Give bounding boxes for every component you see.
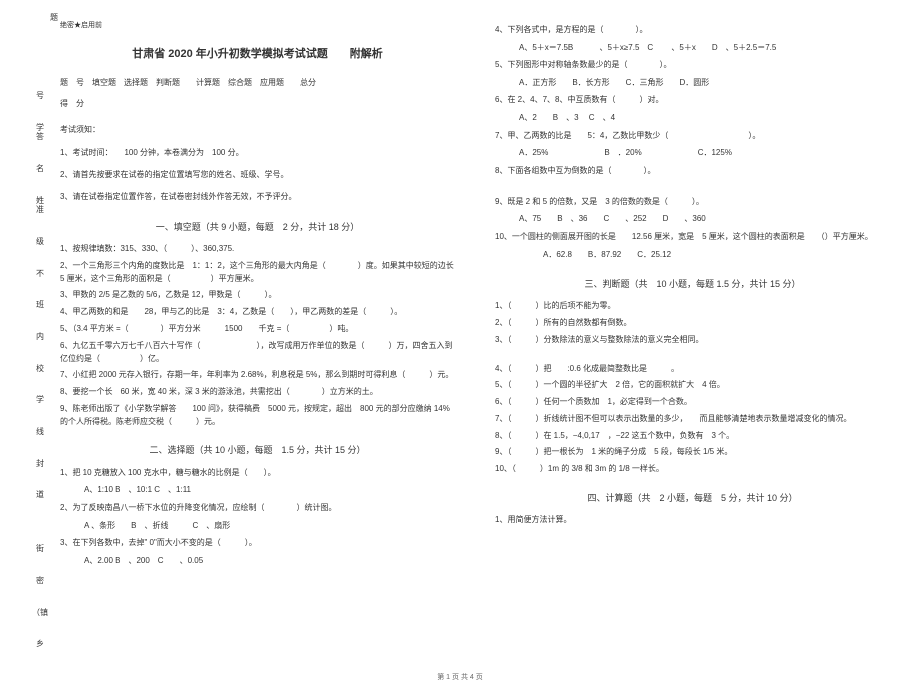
vertical-binding-labels: 号 学 答 名 姓 准 级 不 班 内 校 学 线 封 道 街 密 （镇 乡 xyxy=(30,20,50,660)
vlabel: 名 xyxy=(36,164,44,174)
choice-opts: A、2.00 B 、200 C 、0.05 xyxy=(60,554,455,568)
vlabel: （镇 xyxy=(32,608,48,618)
score-header: 题 号 填空题 选择题 判断题 计算题 综合题 应用题 总分 xyxy=(60,76,455,90)
choice-opts: A、75 B 、36 C 、252 D 、360 xyxy=(495,212,890,226)
choice-q: 6、在 2、4、7、8、中互质数有（ ）对。 xyxy=(495,94,890,107)
right-column: 4、下列各式中，是方程的是（ ）。 A、5＋x＝7.5B 、5＋x≥7.5 C … xyxy=(495,20,890,660)
choice-opts: A、2 B 、3 C 、4 xyxy=(495,111,890,125)
vlabel: 不 xyxy=(36,269,44,279)
choice-q: 5、下列图形中对称轴条数最少的是（ ）。 xyxy=(495,59,890,72)
fill-q: 4、甲乙两数的和是 28，甲与乙的比是 3：4，乙数是（ ），甲乙两数的差是（ … xyxy=(60,306,455,319)
section-2-title: 二、选择题（共 10 小题，每题 1.5 分，共计 15 分） xyxy=(60,442,455,458)
judge-q: 9、（ ）把一根长为 1 米的绳子分成 5 段，每段长 1/5 米。 xyxy=(495,446,890,459)
content: 绝密★启用前 甘肃省 2020 年小升初数学模拟考试试题 附解析 题 号 填空题… xyxy=(50,20,890,660)
judge-q: 7、（ ）折线统计图不但可以表示出数量的多少， 而且能够清楚地表示数量增减变化的… xyxy=(495,413,890,426)
choice-q: 3、在下列各数中，去掉" 0"而大小不变的是（ ）。 xyxy=(60,537,455,550)
choice-q: 4、下列各式中，是方程的是（ ）。 xyxy=(495,24,890,37)
vlabel: 班 xyxy=(36,300,44,310)
notice-item: 3、请在试卷指定位置作答，在试卷密封线外作答无效，不予评分。 xyxy=(60,190,455,204)
fill-q: 6、九亿五千零六万七千八百六十写作（ ），改写成用万作单位的数是（ ）万，四舍五… xyxy=(60,340,455,366)
notice-item: 2、请首先按要求在试卷的指定位置填写您的姓名、班级、学号。 xyxy=(60,168,455,182)
notice-title: 考试须知： xyxy=(60,123,455,137)
judge-q: 3、（ ）分数除法的意义与整数除法的意义完全相同。 xyxy=(495,334,890,347)
vlabel: 学 答 xyxy=(30,123,50,142)
judge-q: 10、（ ）1m 的 3/8 和 3m 的 1/8 一样长。 xyxy=(495,463,890,476)
spacer xyxy=(495,182,890,192)
judge-q: 5、（ ）一个圆的半径扩大 2 倍，它的面积就扩大 4 倍。 xyxy=(495,379,890,392)
choice-q: 8、下面各组数中互为倒数的是（ ）。 xyxy=(495,165,890,178)
fill-q: 7、小红把 2000 元存入银行，存期一年，年利率为 2.68%，利息税是 5%… xyxy=(60,369,455,382)
vlabel: 号 xyxy=(36,91,44,101)
choice-opts: A．正方形 B．长方形 C．三角形 D．圆形 xyxy=(495,76,890,90)
vlabel: 姓 准 xyxy=(30,196,50,215)
choice-opts: A 、条形 B 、折线 C 、扇形 xyxy=(60,519,455,533)
judge-q: 1、（ ）比的后项不能为零。 xyxy=(495,300,890,313)
vlabel: 乡 xyxy=(36,639,44,649)
exam-title: 甘肃省 2020 年小升初数学模拟考试试题 附解析 xyxy=(60,45,455,65)
spacer xyxy=(495,351,890,359)
choice-opts: A、1:10 B 、10:1 C 、1:11 xyxy=(60,483,455,497)
calc-q: 1、用简便方法计算。 xyxy=(495,514,890,527)
notice-item: 1、考试时间： 100 分钟，本卷满分为 100 分。 xyxy=(60,146,455,160)
vlabel: 封 xyxy=(36,459,44,469)
choice-opts: A．62.8 B．87.92 C．25.12 xyxy=(495,248,890,262)
choice-opts: A、5＋x＝7.5B 、5＋x≥7.5 C 、5＋x D 、5＋2.5＝7.5 xyxy=(495,41,890,55)
section-3-title: 三、判断题（共 10 小题，每题 1.5 分，共计 15 分） xyxy=(495,276,890,292)
fill-q: 2、一个三角形三个内角的度数比是 1：1：2，这个三角形的最大内角是（ ）度。如… xyxy=(60,260,455,286)
vlabel: 内 xyxy=(36,332,44,342)
judge-q: 6、（ ）任何一个质数加 1，必定得到一个合数。 xyxy=(495,396,890,409)
judge-q: 4、（ ）把 :0.6 化成最简整数比是 。 xyxy=(495,363,890,376)
section-4-title: 四、计算题（共 2 小题，每题 5 分，共计 10 分） xyxy=(495,490,890,506)
vlabel: 校 xyxy=(36,364,44,374)
vlabel: 级 xyxy=(36,237,44,247)
vlabel: 线 xyxy=(36,427,44,437)
score-row: 得 分 xyxy=(60,97,455,111)
choice-opts: A．25% B ．20% C．125% xyxy=(495,146,890,160)
secret-label: 绝密★启用前 xyxy=(60,20,455,33)
left-column: 绝密★启用前 甘肃省 2020 年小升初数学模拟考试试题 附解析 题 号 填空题… xyxy=(60,20,455,660)
fill-q: 9、陈老师出版了《小学数学解答 100 问》，获得稿费 5000 元，按规定，超… xyxy=(60,403,455,429)
vlabel: 街 xyxy=(36,544,44,554)
page-footer: 第 1 页 共 4 页 xyxy=(0,672,920,682)
fill-q: 1、按规律填数：315、330、（ ）、360,375. xyxy=(60,243,455,256)
choice-q: 10、一个圆柱的侧面展开图的长是 12.56 厘米，宽是 5 厘米，这个圆柱的表… xyxy=(495,231,890,244)
top-label: 题 xyxy=(50,12,58,23)
vlabel: 道 xyxy=(36,490,44,500)
choice-q: 7、甲、乙两数的比是 5：4，乙数比甲数少（ ）。 xyxy=(495,130,890,143)
judge-q: 8、（ ）在 1.5，−4,0,17 ，−22 这五个数中，负数有 3 个。 xyxy=(495,430,890,443)
choice-q: 1、把 10 克糖放入 100 克水中，糖与糖水的比例是（ ）。 xyxy=(60,467,455,480)
choice-q: 9、既是 2 和 5 的倍数，又是 3 的倍数的数是（ ）。 xyxy=(495,196,890,209)
page: 号 学 答 名 姓 准 级 不 班 内 校 学 线 封 道 街 密 （镇 乡 绝… xyxy=(0,0,920,680)
fill-q: 8、要挖一个长 60 米，宽 40 米，深 3 米的游泳池，共需挖出（ ）立方米… xyxy=(60,386,455,399)
fill-q: 3、甲数的 2/5 是乙数的 5/6，乙数是 12，甲数是（ ）。 xyxy=(60,289,455,302)
judge-q: 2、（ ）所有的自然数都有倒数。 xyxy=(495,317,890,330)
fill-q: 5、（3.4 平方米 =（ ）平方分米 1500 千克 =（ ）吨。 xyxy=(60,323,455,336)
section-1-title: 一、填空题（共 9 小题，每题 2 分，共计 18 分） xyxy=(60,219,455,235)
vlabel: 学 xyxy=(36,395,44,405)
vlabel: 密 xyxy=(36,576,44,586)
choice-q: 2、为了反映南昌八一桥下水位的升降变化情况，应绘制（ ）统计图。 xyxy=(60,502,455,515)
